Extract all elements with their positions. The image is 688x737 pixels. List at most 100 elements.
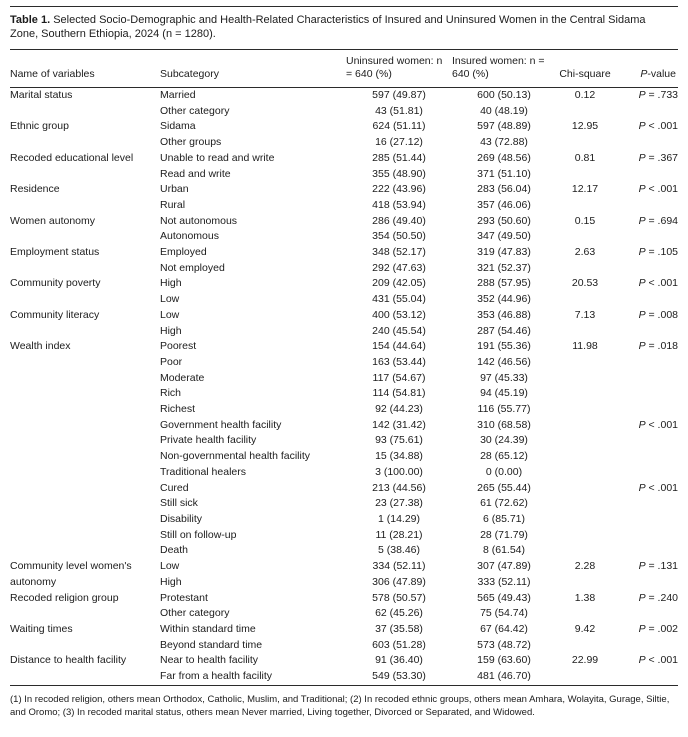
- variable-cell: Waiting times: [10, 622, 73, 635]
- characteristics-table: Name of variables Subcategory Uninsured …: [10, 49, 678, 686]
- insured-value-cell: 283 (56.04): [477, 183, 531, 196]
- table-row: Women autonomy Not autonomous 286 (49.40…: [10, 214, 678, 230]
- insured-value-cell: 573 (48.72): [477, 638, 531, 651]
- p-value-cell: P < .001: [638, 481, 678, 494]
- p-value-cell: [614, 324, 678, 340]
- top-rule: [10, 6, 678, 7]
- subcategory-cell: Low: [160, 308, 180, 321]
- uninsured-value-cell: 603 (51.28): [372, 638, 426, 651]
- variable-cell: Distance to health facility: [10, 654, 127, 667]
- table-row: Community literacy Low 400 (53.12) 353 (…: [10, 308, 678, 324]
- p-value-cell: P = .733: [638, 89, 678, 101]
- subcategory-cell: Poorest: [160, 340, 197, 353]
- variable-cell: Residence: [10, 183, 60, 196]
- subcategory-cell: High: [160, 277, 182, 290]
- insured-value-cell: 597 (48.89): [477, 120, 531, 133]
- col-subcategory: Subcategory: [160, 49, 346, 88]
- p-value-cell: P < .001: [638, 277, 678, 290]
- variable-cell: [10, 669, 160, 686]
- uninsured-value-cell: 23 (27.38): [375, 497, 423, 510]
- p-value-cell: [614, 261, 678, 277]
- chi-square-cell: [556, 543, 614, 559]
- p-value-cell: [614, 198, 678, 214]
- insured-value-cell: 371 (51.10): [477, 167, 531, 180]
- insured-value-cell: 142 (46.56): [477, 355, 531, 368]
- chi-square-cell: [556, 449, 614, 465]
- insured-value-cell: 116 (55.77): [477, 403, 531, 416]
- uninsured-value-cell: 114 (54.81): [372, 387, 426, 400]
- table-row: Marital status Married 597 (49.87) 600 (…: [10, 88, 678, 104]
- variable-cell: [10, 402, 160, 418]
- uninsured-value-cell: 91 (36.40): [375, 654, 423, 667]
- subcategory-cell: Richest: [160, 403, 196, 416]
- table-row: Community poverty High 209 (42.05) 288 (…: [10, 276, 678, 292]
- variable-cell: [10, 528, 160, 544]
- p-value-cell: [614, 371, 678, 387]
- table-row: Still on follow-up 11 (28.21) 28 (71.79): [10, 528, 678, 544]
- table-row: Beyond standard time 603 (51.28) 573 (48…: [10, 638, 678, 654]
- table-row: Autonomous 354 (50.50) 347 (49.50): [10, 229, 678, 245]
- insured-value-cell: 28 (71.79): [480, 528, 528, 541]
- variable-cell: [10, 167, 160, 183]
- uninsured-value-cell: 1 (14.29): [377, 512, 421, 525]
- variable-cell: Community level women's: [10, 560, 132, 573]
- p-value-cell: P = .008: [638, 308, 678, 321]
- insured-value-cell: 67 (64.42): [480, 622, 528, 635]
- table-row: Read and write 355 (48.90) 371 (51.10): [10, 167, 678, 183]
- uninsured-value-cell: 306 (47.89): [372, 575, 426, 588]
- uninsured-value-cell: 418 (53.94): [372, 198, 426, 211]
- table-row: Traditional healers 3 (100.00) 0 (0.00): [10, 465, 678, 481]
- insured-value-cell: 321 (52.37): [477, 261, 531, 274]
- variable-cell: Community poverty: [10, 277, 101, 290]
- insured-value-cell: 353 (46.88): [477, 308, 531, 321]
- variable-cell: [10, 606, 160, 622]
- p-value-cell: [614, 638, 678, 654]
- p-value-cell: P = .105: [638, 246, 678, 259]
- subcategory-cell: Urban: [160, 183, 189, 196]
- uninsured-value-cell: 142 (31.42): [372, 418, 426, 431]
- insured-value-cell: 40 (48.19): [480, 104, 528, 117]
- chi-square-cell: 2.28: [574, 560, 596, 573]
- variable-cell: [10, 324, 160, 340]
- subcategory-cell: Death: [160, 544, 189, 557]
- table-row: Rural 418 (53.94) 357 (46.06): [10, 198, 678, 214]
- chi-square-cell: [556, 669, 614, 686]
- insured-value-cell: 75 (54.74): [480, 607, 528, 620]
- chi-square-cell: 12.17: [571, 183, 599, 196]
- uninsured-value-cell: 3 (100.00): [375, 465, 423, 478]
- subcategory-cell: Rich: [160, 387, 182, 400]
- variable-cell: Recoded religion group: [10, 591, 119, 604]
- table-row: Non-governmental health facility 15 (34.…: [10, 449, 678, 465]
- uninsured-value-cell: 43 (51.81): [375, 104, 423, 117]
- insured-value-cell: 288 (57.95): [477, 277, 531, 290]
- col-p-value: P-value: [614, 49, 678, 88]
- col-uninsured-women: Uninsured women: n = 640 (%): [346, 49, 452, 88]
- p-value-cell: [614, 575, 678, 591]
- subcategory-cell: Traditional healers: [160, 465, 246, 478]
- chi-square-cell: [556, 481, 614, 497]
- variable-cell: Marital status: [10, 89, 73, 101]
- chi-square-cell: 0.15: [574, 214, 596, 227]
- insured-value-cell: 97 (45.33): [480, 371, 528, 384]
- table-row: Other category 62 (45.26) 75 (54.74): [10, 606, 678, 622]
- chi-square-cell: [556, 261, 614, 277]
- table-row: Employment status Employed 348 (52.17) 3…: [10, 245, 678, 261]
- p-value-cell: [614, 402, 678, 418]
- header-row: Name of variables Subcategory Uninsured …: [10, 49, 678, 88]
- p-value-cell: [614, 606, 678, 622]
- table-row: Other groups 16 (27.12) 43 (72.88): [10, 135, 678, 151]
- p-value-cell: [614, 135, 678, 151]
- insured-value-cell: 565 (49.43): [477, 591, 531, 604]
- p-value-cell: [614, 449, 678, 465]
- p-value-cell: P < .001: [638, 120, 678, 133]
- insured-value-cell: 352 (44.96): [477, 293, 531, 306]
- insured-value-cell: 61 (72.62): [480, 497, 528, 510]
- table-row: Richest 92 (44.23) 116 (55.77): [10, 402, 678, 418]
- uninsured-value-cell: 15 (34.88): [375, 450, 423, 463]
- col-name-of-variables: Name of variables: [10, 49, 160, 88]
- variable-cell: [10, 465, 160, 481]
- chi-square-cell: 22.99: [571, 654, 599, 667]
- chi-square-cell: 11.98: [572, 340, 598, 353]
- subcategory-cell: Near to health facility: [160, 654, 259, 667]
- p-value-cell: [614, 386, 678, 402]
